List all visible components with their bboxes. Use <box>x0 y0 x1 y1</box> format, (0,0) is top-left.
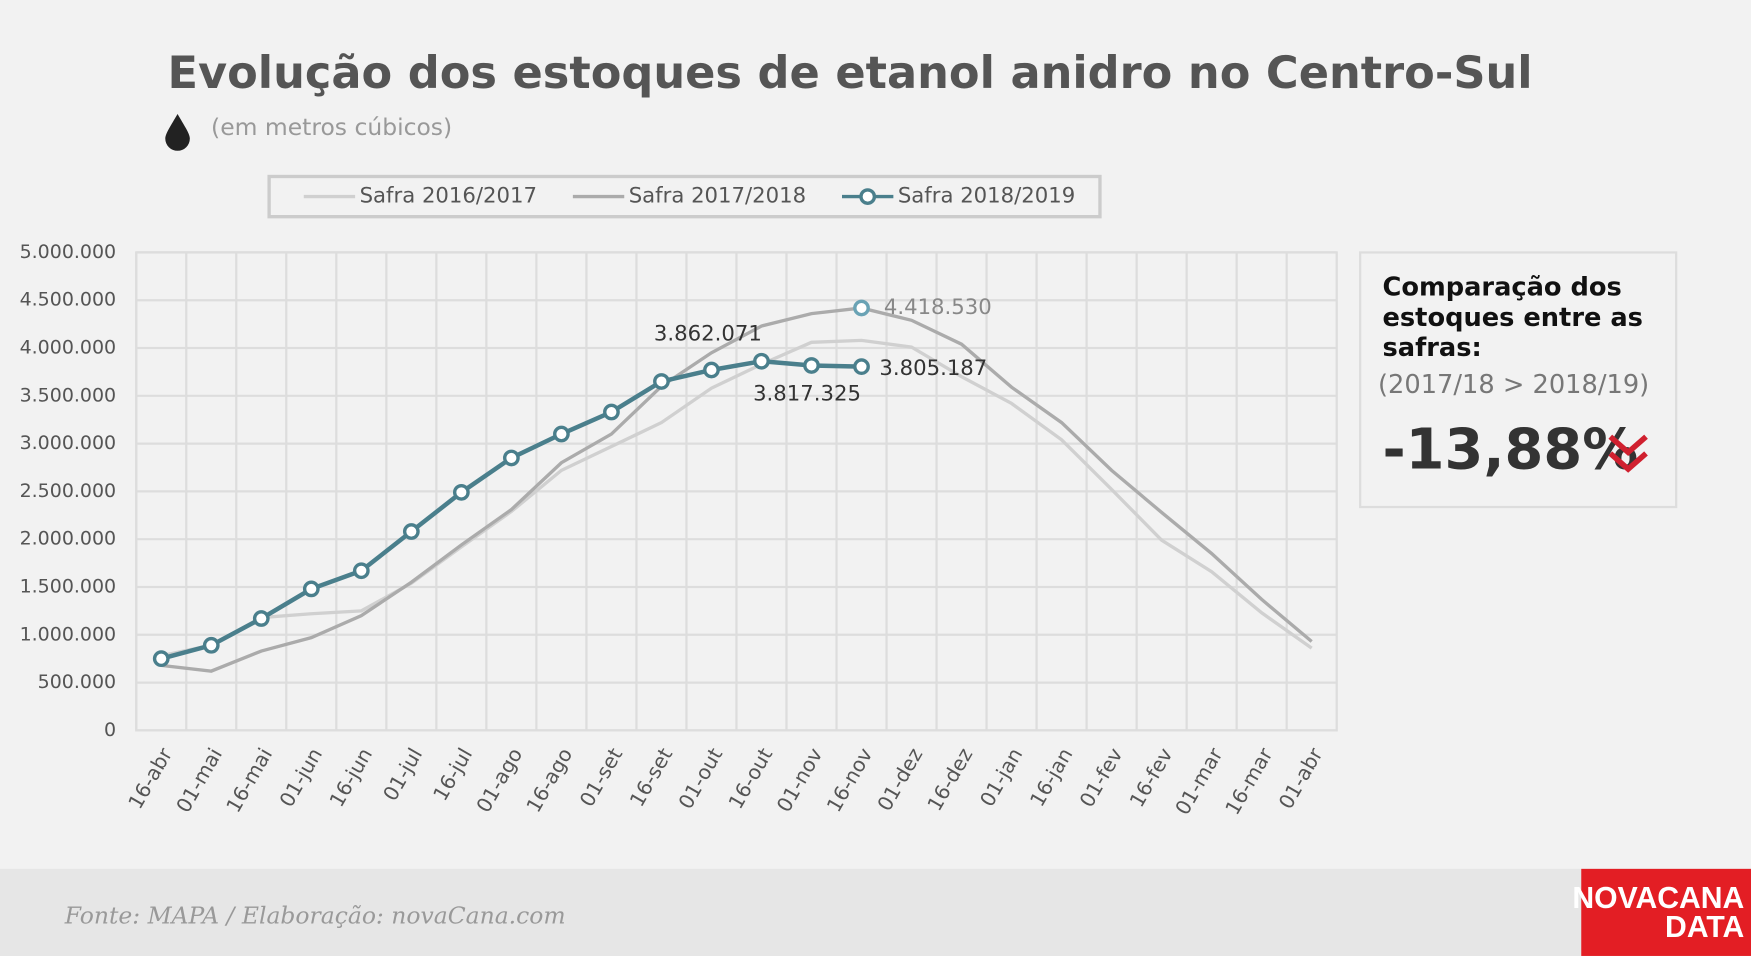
legend-label: Safra 2016/2017 <box>360 184 537 209</box>
panel-subtitle: (2017/18 > 2018/19) <box>1378 370 1649 400</box>
y-tick-label: 3.500.000 <box>20 384 117 406</box>
y-tick-label: 1.000.000 <box>20 623 117 645</box>
legend-marker <box>859 188 877 205</box>
point <box>553 425 570 443</box>
point <box>853 299 870 317</box>
data-label: 3.817.325 <box>753 382 861 407</box>
footer-source: Fonte: MAPA / Elaboração: novaCana.com <box>64 901 566 929</box>
point <box>202 636 220 654</box>
logo-text: DATA <box>1665 911 1744 944</box>
legend <box>267 174 1102 219</box>
legend-label: Safra 2018/2019 <box>898 184 1075 209</box>
y-tick-label: 4.500.000 <box>20 289 117 311</box>
point <box>703 361 720 379</box>
point <box>402 523 420 540</box>
y-tick-label: 2.000.000 <box>20 528 117 550</box>
drop-icon <box>165 113 190 151</box>
chart-subtitle: (em metros cúbicos) <box>211 113 452 141</box>
series-line <box>160 338 1313 658</box>
panel-title: safras: <box>1382 333 1481 363</box>
panel-value: -13,88% <box>1382 418 1638 483</box>
logo-text: NOVACANA <box>1572 882 1744 915</box>
y-tick-label: 1.500.000 <box>20 575 117 597</box>
point <box>452 483 470 501</box>
data-label: 3.862.071 <box>654 321 762 346</box>
point <box>603 403 620 421</box>
y-tick-label: 3.000.000 <box>20 432 117 454</box>
panel-title: estoques entre as <box>1382 303 1642 333</box>
y-tick-label: 4.000.000 <box>20 337 117 359</box>
logo <box>1581 868 1751 956</box>
point <box>853 358 870 376</box>
down-icon <box>1608 434 1648 473</box>
y-tick-label: 500.000 <box>38 671 116 693</box>
y-tick-label: 2.500.000 <box>20 480 117 502</box>
chart-title: Evolução dos estoques de etanol anidro n… <box>168 47 1533 99</box>
point <box>352 562 370 580</box>
point <box>653 373 670 390</box>
series-line <box>161 306 1313 673</box>
data-label: 3.805.187 <box>879 356 987 381</box>
point <box>152 650 170 668</box>
point <box>302 580 320 598</box>
legend-label: Safra 2017/2018 <box>629 184 806 209</box>
point <box>803 357 820 374</box>
footer <box>0 868 1751 956</box>
point <box>252 610 270 627</box>
point <box>503 449 520 467</box>
point <box>753 352 770 370</box>
panel-title: Comparação dos <box>1382 273 1621 303</box>
y-tick-label: 0 <box>104 719 116 741</box>
data-label: 4.418.530 <box>884 295 992 320</box>
y-tick-label: 5.000.000 <box>20 241 117 263</box>
